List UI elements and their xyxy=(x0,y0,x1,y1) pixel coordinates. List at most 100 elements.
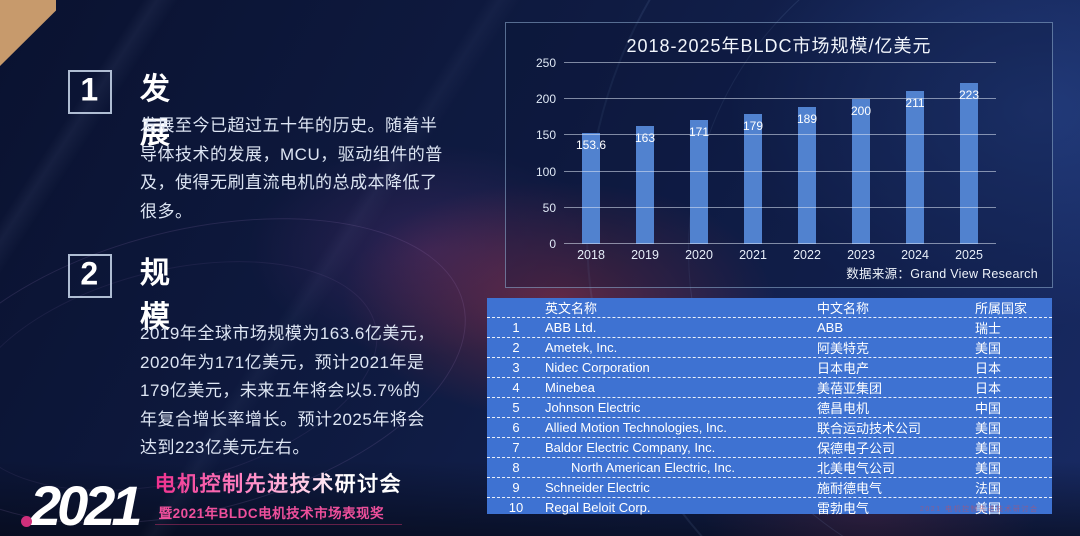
event-logo: 2021 电机控制先进技术研讨会 暨2021年BLDC电机技术市场表现奖 xyxy=(21,468,403,533)
section-title: 发展 xyxy=(140,73,173,150)
bar-slot: 223 xyxy=(942,63,996,244)
cell-chinese-name: 联合运动技术公司 xyxy=(817,421,922,436)
bar-value-label: 163 xyxy=(634,131,656,145)
section-title: 规模 xyxy=(140,257,173,334)
table-row: 5 Johnson Electric 德昌电机 中国 xyxy=(487,398,1052,418)
cell-chinese-name: 施耐德电气 xyxy=(817,481,883,496)
cell-country: 中国 xyxy=(975,401,1002,416)
x-tick-label: 2018 xyxy=(577,248,605,262)
cell-chinese-name: 北美电气公司 xyxy=(817,461,896,476)
x-tick-label: 2023 xyxy=(847,248,875,262)
cell-rank: 5 xyxy=(512,400,520,415)
bar-2018: 153.6 xyxy=(576,132,606,244)
cell-rank: 4 xyxy=(512,380,520,395)
cell-chinese-name: 保德电子公司 xyxy=(817,441,896,456)
cell-chinese-name: 日本电产 xyxy=(817,361,870,376)
y-tick-label: 200 xyxy=(535,92,556,107)
x-axis: 2018 2019 2020 2021 2022 2023 2024 2025 xyxy=(564,248,996,262)
bldc-market-chart-panel: 2018-2025年BLDC市场规模/亿美元 0 50 100 150 200 250 1… xyxy=(505,22,1053,288)
x-tick-label: 2025 xyxy=(955,248,983,262)
cell-country: 美国 xyxy=(975,421,1002,436)
cell-rank: 6 xyxy=(512,420,520,435)
section-number-box: 2 xyxy=(68,254,112,298)
logo-dot-icon xyxy=(21,516,32,527)
cell-chinese-name: 德昌电机 xyxy=(817,401,870,416)
cell-country: 美国 xyxy=(975,461,1002,476)
x-tick-label: 2021 xyxy=(739,248,767,262)
table-row: 7 Baldor Electric Company, Inc. 保德电子公司 美国 xyxy=(487,438,1052,458)
cell-rank: 1 xyxy=(512,320,520,335)
bar-2025: 223 xyxy=(958,82,980,244)
table-row: 1 ABB Ltd. ABB 瑞士 xyxy=(487,318,1052,338)
corner-accent xyxy=(0,0,56,66)
cell-rank: 7 xyxy=(512,440,520,455)
gridline xyxy=(564,134,996,136)
bar-value-label: 179 xyxy=(742,119,764,134)
bar-value-label: 223 xyxy=(958,87,980,102)
header-country: 所属国家 xyxy=(975,301,1028,316)
event-titles: 电机控制先进技术研讨会 暨2021年BLDC电机技术市场表现奖 xyxy=(154,468,403,532)
cell-english-name: ABB Ltd. xyxy=(545,320,597,335)
bar-slot: 179 xyxy=(726,63,780,244)
chart-plot-area: 153.6 163 171 179 189 200 211 223 xyxy=(564,62,996,244)
watermark: 2021 电机控制先进技术研讨会 xyxy=(920,506,1039,513)
cell-rank: 2 xyxy=(512,340,520,355)
cell-country: 日本 xyxy=(975,381,1002,396)
y-tick-label: 150 xyxy=(535,128,556,143)
bar-value-label: 211 xyxy=(905,96,925,111)
cell-english-name: Allied Motion Technologies, Inc. xyxy=(545,420,727,435)
manufacturer-ranking-table: 英文名称 中文名称 所属国家 1 ABB Ltd. ABB 瑞士 2 Ametek, In… xyxy=(487,298,1052,517)
cell-rank: 3 xyxy=(512,360,520,375)
bar-2024: 211 xyxy=(905,91,925,244)
logo-year: 2021 xyxy=(21,477,143,533)
section-number: 2 xyxy=(80,255,99,292)
bar-2021: 179 xyxy=(742,114,764,244)
table-row: 3 Nidec Corporation 日本电产 日本 xyxy=(487,358,1052,378)
cell-rank: 8 xyxy=(512,460,520,475)
section-body: 2019年全球市场规模为163.6亿美元， 2020年为171亿美元，预计202… xyxy=(140,324,435,457)
cell-rank: 9 xyxy=(512,480,520,495)
chart-data-source: 数据来源：Grand View Research xyxy=(846,267,1038,281)
bar-slot: 153.6 xyxy=(564,63,618,244)
table-row: 10 Regal Beloit Corp. 雷勃电气 美国 xyxy=(487,498,1052,517)
cell-english-name: Schneider Electric xyxy=(545,480,650,495)
bar-slot: 200 xyxy=(834,63,888,244)
table-row: 6 Allied Motion Technologies, Inc. 联合运动技术公… xyxy=(487,418,1052,438)
table-row: 9 Schneider Electric 施耐德电气 法国 xyxy=(487,478,1052,498)
cell-country: 美国 xyxy=(975,341,1002,356)
bar-slot: 211 xyxy=(888,63,942,244)
table-row: 4 Minebea 美蓓亚集团 日本 xyxy=(487,378,1052,398)
event-title: 电机控制先进技术研讨会 xyxy=(155,468,403,498)
cell-english-name: Regal Beloit Corp. xyxy=(545,500,651,515)
cell-country: 日本 xyxy=(975,361,1002,376)
cell-english-name: Minebea xyxy=(545,380,595,395)
cell-chinese-name: 阿美特克 xyxy=(817,341,870,356)
gridline xyxy=(564,243,996,244)
table-header-row: 英文名称 中文名称 所属国家 xyxy=(487,298,1052,318)
section-body: 发展至今已超过五十年的历史。随着半 导体技术的发展，MCU，驱动组件的普 及，使… xyxy=(140,116,443,221)
cell-english-name: Ametek, Inc. xyxy=(545,340,618,355)
gridline xyxy=(564,170,996,172)
bar-slot: 163 xyxy=(618,63,672,244)
bar-2020: 171 xyxy=(688,120,710,244)
bar-value-label: 171 xyxy=(688,125,710,140)
cell-country: 瑞士 xyxy=(975,321,1002,336)
section-number: 1 xyxy=(80,71,99,108)
y-tick-label: 250 xyxy=(535,56,556,70)
bar-slot: 189 xyxy=(780,63,834,244)
bar-value-label: 189 xyxy=(796,112,818,127)
gridline xyxy=(564,206,996,208)
x-tick-label: 2019 xyxy=(631,248,659,262)
cell-chinese-name: ABB xyxy=(817,320,844,335)
cell-english-name: Nidec Corporation xyxy=(545,360,650,375)
x-tick-label: 2024 xyxy=(901,248,929,262)
table-row: 8 North American Electric, Inc. 北美电气公司 美国 xyxy=(487,458,1052,478)
bar-2022: 189 xyxy=(796,107,818,244)
cell-country: 法国 xyxy=(975,481,1002,496)
bar-value-label: 153.6 xyxy=(575,137,607,152)
cell-country: 美国 xyxy=(975,441,1002,456)
event-subtitle: 暨2021年BLDC电机技术市场表现奖 xyxy=(154,502,403,525)
cell-english-name: North American Electric, Inc. xyxy=(571,460,735,475)
x-tick-label: 2022 xyxy=(793,248,821,262)
